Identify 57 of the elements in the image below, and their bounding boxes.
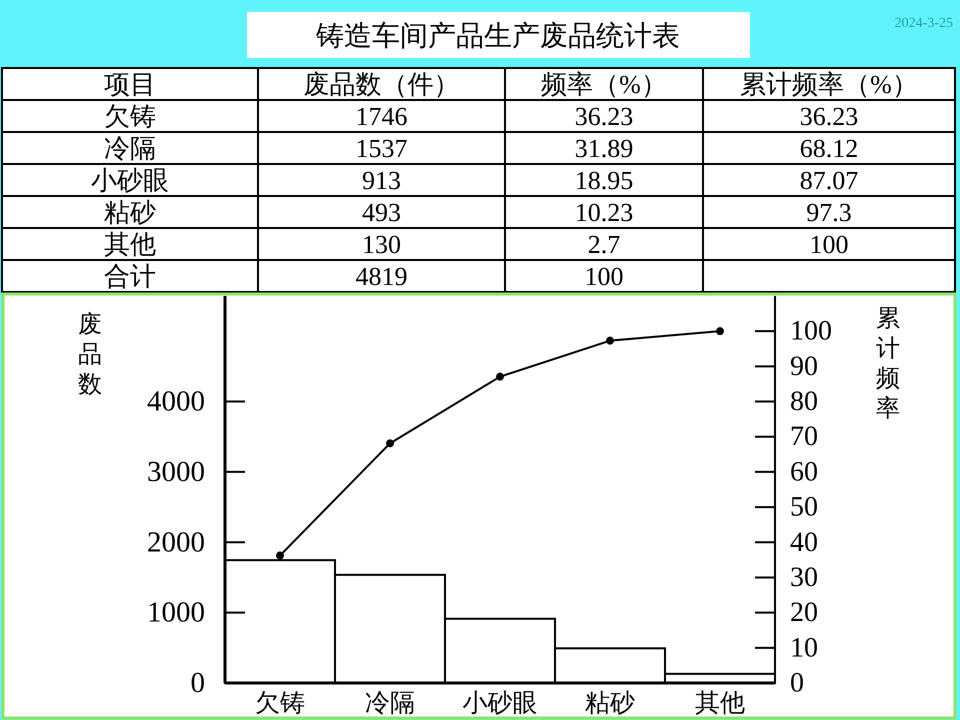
y-tick-label: 欠铸 — [104, 102, 156, 131]
data-label: 97.3 — [806, 198, 852, 227]
chart-title: 铸造车间产品生产废品统计表 — [315, 21, 680, 52]
y-tick-label: 粘砂 — [104, 198, 156, 227]
data-label: 87.07 — [800, 166, 858, 195]
x-tick-label: 冷隔 — [365, 690, 415, 717]
data-label: 493 — [362, 198, 401, 227]
y2-tick-label: 10 — [790, 632, 818, 664]
x-tick-label: 小砂眼 — [462, 690, 538, 717]
data-label: 31.89 — [574, 134, 634, 163]
point — [386, 439, 394, 448]
x-tick-label: 废品数（件） — [304, 70, 460, 99]
data-label: 1746 — [356, 102, 408, 131]
y2-tick-label: 0 — [790, 668, 804, 698]
data-label: 36.23 — [574, 102, 634, 131]
y-axis-title: 项目 — [104, 70, 156, 99]
data-label: 68.12 — [800, 134, 858, 163]
y2-tick-label: 50 — [790, 492, 818, 523]
x-tick-label: 粘砂 — [585, 690, 635, 717]
y2-tick-label: 100 — [790, 316, 832, 347]
y-tick-label: 合计 — [104, 262, 156, 291]
text: 2024-3-25 — [894, 16, 953, 31]
x-tick-label: 频率（%） — [541, 70, 667, 99]
y-tick-label: 其他 — [104, 230, 156, 259]
point — [606, 336, 614, 345]
y-tick-label: 1000 — [147, 596, 205, 629]
y2-tick-label: 20 — [790, 597, 818, 628]
y-tick-label: 3000 — [147, 456, 205, 488]
y2-axis-title: 累计频率 — [876, 306, 900, 422]
y2-tick-label: 40 — [790, 526, 818, 558]
y2-tick-label: 30 — [790, 562, 818, 593]
x-tick-label: 其他 — [695, 690, 745, 717]
y-tick-label: 冷隔 — [104, 134, 156, 163]
y2-tick-label: 80 — [790, 386, 818, 418]
point — [716, 327, 724, 336]
y-tick-label: 小砂眼 — [91, 166, 169, 195]
data-label: 100 — [810, 230, 848, 259]
y-axis-title: 废品数 — [78, 311, 102, 398]
x-tick-label: 欠铸 — [255, 690, 305, 717]
y2-tick-label: 60 — [790, 456, 818, 488]
y2-tick-label: 90 — [790, 350, 818, 382]
y-tick-label: 0 — [190, 667, 205, 699]
y-tick-label: 2000 — [147, 526, 205, 558]
data-label: 913 — [362, 166, 401, 195]
point — [496, 372, 504, 381]
data-label: 2.7 — [588, 230, 620, 259]
data-label: 4819 — [356, 262, 408, 291]
data-label: 18.95 — [574, 166, 634, 195]
x-tick-label: 累计频率（%） — [740, 70, 918, 99]
data-label: 36.23 — [800, 102, 858, 131]
point — [276, 552, 284, 560]
data-label: 10.23 — [574, 198, 634, 227]
data-label: 130 — [362, 230, 401, 259]
y2-tick-label: 70 — [790, 421, 818, 452]
y-tick-label: 4000 — [147, 386, 205, 418]
data-label: 100 — [584, 262, 624, 291]
data-label: 1537 — [356, 134, 408, 163]
